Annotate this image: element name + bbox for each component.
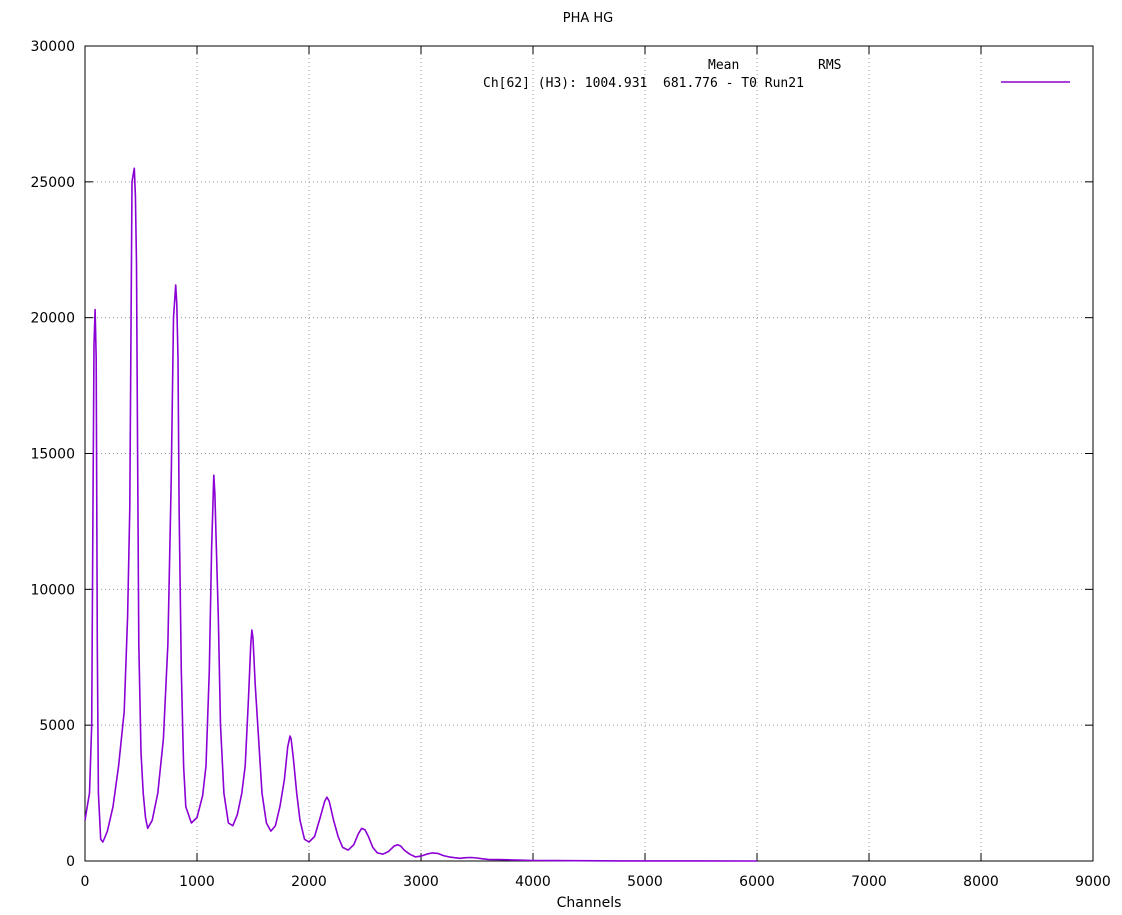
- y-tick-label: 10000: [30, 582, 75, 598]
- legend-entry-label: Ch[62] (H3): 1004.931 681.776 - T0 Run21: [483, 76, 804, 91]
- x-tick-label: 4000: [515, 874, 551, 890]
- axis-ticks: [84, 45, 1094, 862]
- x-axis-label: Channels: [557, 895, 622, 911]
- x-tick-label: 5000: [627, 874, 663, 890]
- x-tick-label: 8000: [963, 874, 999, 890]
- y-tick-label: 5000: [39, 718, 75, 734]
- legend-header-rms: RMS: [818, 58, 841, 73]
- x-tick-label: 9000: [1075, 874, 1111, 890]
- legend-header-mean: Mean: [708, 58, 739, 73]
- x-tick-label: 6000: [739, 874, 775, 890]
- y-tick-label: 15000: [30, 447, 75, 463]
- x-tick-label: 1000: [179, 874, 215, 890]
- series-layer: [84, 167, 758, 862]
- x-tick-label: 2000: [291, 874, 327, 890]
- x-tick-labels: 0 1000 2000 3000 4000 5000 6000 7000 8000 9000: [81, 874, 1111, 890]
- series-line: [84, 167, 758, 862]
- y-tick-labels: 0 5000 10000 15000 20000 25000 30000: [30, 39, 75, 870]
- x-tick-label: 0: [81, 874, 90, 890]
- y-tick-label: 20000: [30, 311, 75, 327]
- x-tick-label: 3000: [403, 874, 439, 890]
- legend: Mean RMS Ch[62] (H3): 1004.931 681.776 -…: [483, 58, 1070, 91]
- y-tick-label: 25000: [30, 175, 75, 191]
- chart-title: PHA HG: [563, 11, 614, 26]
- y-tick-label: 0: [66, 854, 75, 870]
- grid: [85, 46, 1093, 861]
- x-tick-label: 7000: [851, 874, 887, 890]
- y-tick-label: 30000: [30, 39, 75, 55]
